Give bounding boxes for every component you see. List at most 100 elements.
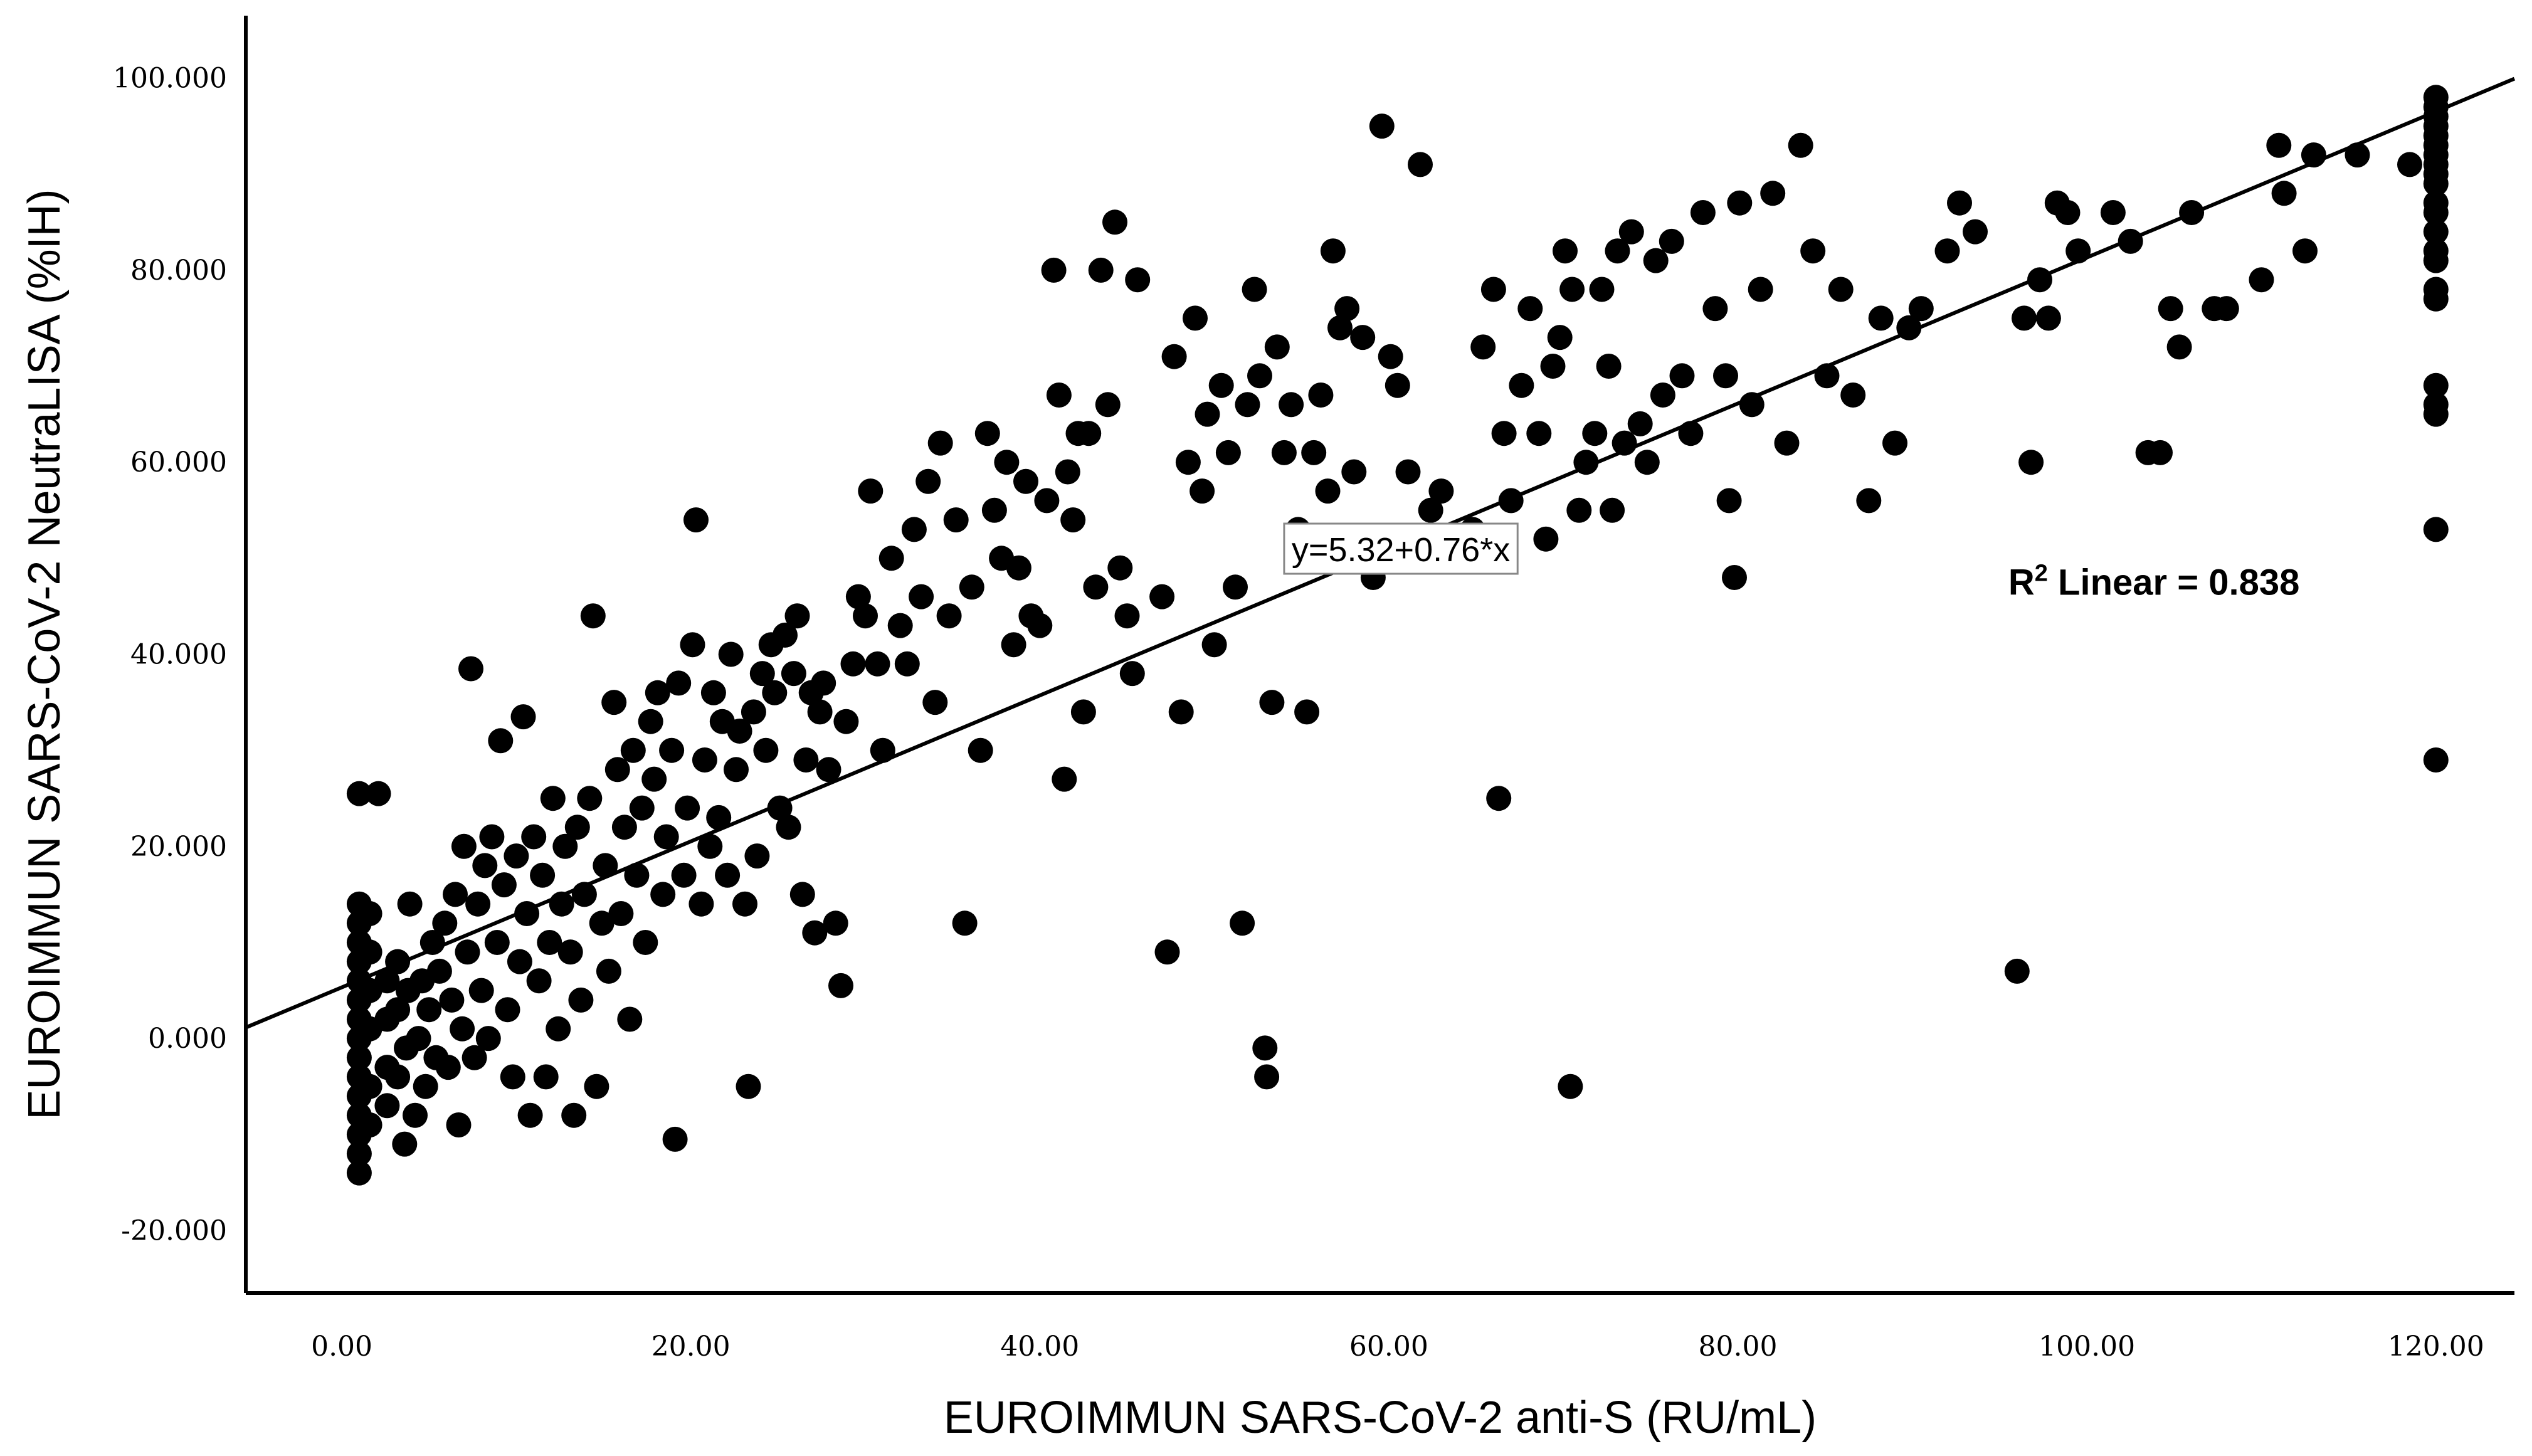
data-point xyxy=(1840,382,1866,408)
data-point xyxy=(1013,468,1038,494)
data-point xyxy=(1055,459,1080,485)
data-point xyxy=(1596,354,1622,379)
data-point xyxy=(1659,228,1684,254)
x-tick-label: 120.00 xyxy=(2388,1331,2484,1363)
data-point xyxy=(1052,766,1077,792)
data-point xyxy=(659,737,685,763)
data-point xyxy=(346,781,372,806)
data-point xyxy=(1856,488,1882,514)
data-point xyxy=(2012,305,2037,331)
data-point xyxy=(1627,411,1653,436)
data-point xyxy=(413,1074,438,1099)
data-point xyxy=(724,757,749,783)
data-point xyxy=(1088,257,1114,283)
data-point xyxy=(1070,699,1096,725)
data-point xyxy=(580,603,606,629)
data-point xyxy=(1713,363,1738,389)
data-point xyxy=(706,804,732,830)
data-point xyxy=(692,747,717,773)
data-point xyxy=(878,546,904,571)
r-squared-superscript: 2 xyxy=(2035,561,2048,587)
data-point xyxy=(357,1074,382,1099)
data-point xyxy=(346,1045,372,1070)
data-point xyxy=(744,843,770,869)
data-point xyxy=(1702,296,1728,322)
data-point xyxy=(959,574,984,600)
data-point xyxy=(577,786,603,811)
data-point xyxy=(1526,421,1552,446)
data-point xyxy=(1480,277,1506,302)
x-tick-label: 100.00 xyxy=(2039,1331,2135,1363)
data-point xyxy=(1547,325,1573,351)
data-point xyxy=(789,882,815,907)
data-point xyxy=(584,1074,609,1099)
r-squared-base: R xyxy=(2008,562,2035,603)
data-point xyxy=(1634,450,1660,475)
data-point xyxy=(741,699,766,725)
data-point xyxy=(1201,632,1227,658)
data-point xyxy=(781,661,806,687)
data-point xyxy=(484,930,510,955)
data-point xyxy=(968,737,993,763)
x-tick-label: 0.00 xyxy=(311,1331,372,1363)
data-point xyxy=(406,1026,431,1052)
data-point xyxy=(392,1131,418,1157)
data-point xyxy=(608,901,634,926)
data-point xyxy=(346,1160,372,1186)
data-point xyxy=(784,603,810,629)
data-point xyxy=(2055,200,2081,225)
data-point xyxy=(357,939,382,965)
data-point xyxy=(500,1064,525,1090)
data-point xyxy=(1264,334,1290,360)
data-point xyxy=(1947,190,1972,216)
data-point xyxy=(1235,392,1260,418)
data-point xyxy=(1242,277,1267,302)
data-point xyxy=(507,949,532,974)
data-point xyxy=(462,1045,487,1070)
data-point xyxy=(1517,296,1543,322)
data-point xyxy=(840,651,866,677)
data-point xyxy=(1006,555,1031,581)
data-point xyxy=(1149,584,1175,609)
data-point xyxy=(357,901,382,926)
data-point xyxy=(439,987,465,1013)
data-point xyxy=(561,1102,587,1128)
data-point xyxy=(845,584,871,609)
data-point xyxy=(994,450,1020,475)
data-point xyxy=(802,920,828,946)
data-point xyxy=(374,1093,400,1119)
data-point xyxy=(601,690,627,715)
data-point xyxy=(1828,277,1854,302)
data-point xyxy=(526,968,552,994)
data-point xyxy=(385,997,411,1023)
data-point xyxy=(366,781,391,806)
data-point xyxy=(435,1055,461,1080)
data-point xyxy=(671,862,697,888)
data-point xyxy=(397,891,423,917)
data-point xyxy=(662,1126,688,1152)
data-point xyxy=(1034,488,1060,514)
data-point xyxy=(1418,497,1443,523)
data-point xyxy=(546,1016,571,1042)
y-tick-label: 80.000 xyxy=(130,255,227,287)
x-tick-label: 60.00 xyxy=(1349,1331,1428,1363)
data-point xyxy=(564,815,590,840)
data-point xyxy=(1669,363,1695,389)
data-point xyxy=(426,958,452,984)
data-point xyxy=(828,973,853,998)
data-point xyxy=(688,891,714,917)
data-point xyxy=(1408,152,1433,177)
data-point xyxy=(624,862,650,888)
data-point xyxy=(823,910,848,936)
data-point xyxy=(773,622,798,648)
data-point xyxy=(645,680,670,705)
data-point xyxy=(865,651,890,677)
data-point xyxy=(1271,440,1297,465)
data-point xyxy=(357,1112,382,1137)
data-point xyxy=(2423,517,2449,542)
data-point xyxy=(1247,363,1272,389)
data-point xyxy=(1908,296,1934,322)
data-point xyxy=(1215,440,1241,465)
data-point xyxy=(653,824,679,850)
data-point xyxy=(1470,334,1496,360)
